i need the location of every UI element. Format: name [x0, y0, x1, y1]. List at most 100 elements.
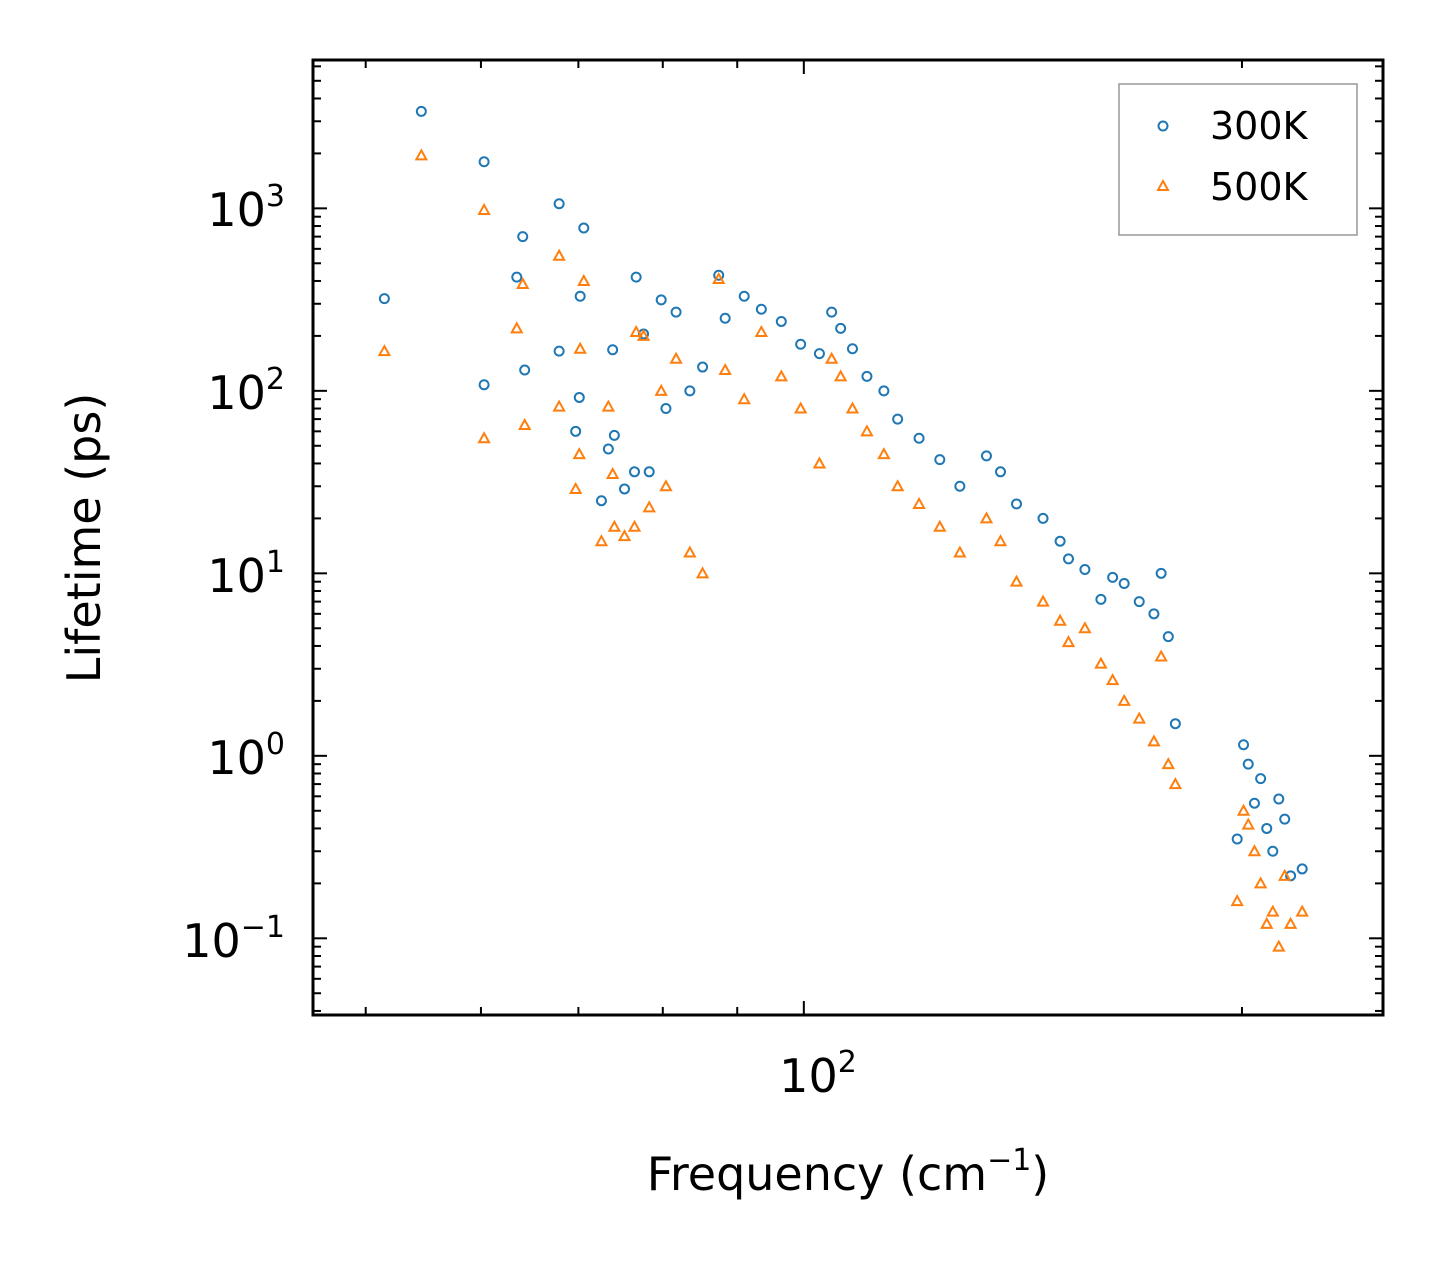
point-300K: [519, 364, 531, 376]
point-500K: [617, 529, 632, 542]
point-300K: [1037, 512, 1049, 524]
point-300K: [1079, 563, 1091, 575]
point-500K: [1272, 939, 1286, 952]
point-300K: [697, 361, 709, 373]
plot-frame: [311, 58, 1385, 1017]
point-300K: [660, 403, 672, 415]
point-300K: [1095, 593, 1107, 605]
point-500K: [1161, 757, 1175, 770]
point-500K: [552, 399, 566, 412]
point-300K: [738, 290, 750, 302]
point-500K: [1053, 613, 1067, 626]
point-300K: [670, 306, 682, 318]
point-500K: [1168, 777, 1183, 790]
point-500K: [877, 447, 891, 460]
point-500K: [636, 328, 651, 341]
y-axis-title: Lifetime (ps): [57, 393, 111, 684]
point-500K: [890, 479, 905, 492]
point-500K: [573, 341, 587, 354]
point-300K: [517, 231, 529, 243]
x-axis-title: Frequency (cm−1): [647, 1143, 1050, 1201]
point-500K: [477, 431, 491, 444]
point-300K: [1273, 793, 1285, 805]
point-500K: [601, 399, 616, 412]
point-500K: [669, 351, 683, 364]
data-points: [377, 105, 1309, 952]
point-300K: [553, 198, 565, 210]
point-300K: [1231, 833, 1243, 845]
point-500K: [737, 392, 751, 405]
point-300K: [574, 290, 586, 302]
point-300K: [1155, 567, 1167, 579]
point-300K: [1248, 797, 1260, 809]
point-300K: [995, 466, 1007, 478]
point-500K: [377, 344, 392, 357]
point-300K: [578, 222, 590, 234]
point-300K: [553, 345, 565, 357]
point-300K: [892, 413, 904, 425]
point-500K: [642, 500, 656, 513]
point-500K: [953, 545, 967, 558]
point-500K: [979, 511, 994, 524]
point-300K: [719, 312, 731, 324]
point-500K: [594, 534, 609, 547]
point-300K: [826, 306, 838, 318]
point-300K: [861, 370, 873, 382]
point-500K: [860, 424, 874, 437]
point-300K: [713, 269, 725, 281]
legend-marker-300k: [1157, 120, 1169, 132]
y-tick-label-10: 101: [207, 545, 285, 603]
point-500K: [1132, 711, 1146, 724]
point-300K: [878, 385, 890, 397]
point-500K: [812, 456, 827, 469]
point-500K: [1278, 868, 1292, 881]
legend-label-300k: 300K: [1210, 104, 1309, 148]
point-500K: [1117, 693, 1131, 706]
point-300K: [602, 443, 614, 455]
point-300K: [954, 480, 966, 492]
point-300K: [1011, 498, 1023, 510]
point-300K: [570, 425, 582, 437]
point-300K: [1148, 608, 1160, 620]
legend-marker-500k: [1156, 178, 1170, 191]
point-500K: [629, 324, 643, 338]
point-300K: [655, 294, 667, 306]
point-300K: [835, 322, 847, 334]
point-500K: [477, 202, 491, 215]
series-500K: [377, 148, 1309, 952]
point-500K: [1036, 594, 1050, 607]
point-300K: [478, 156, 490, 168]
point-300K: [913, 432, 925, 444]
y-tick-label-1000: 103: [207, 179, 285, 237]
y-tick-label-0.1: 10−1: [182, 910, 285, 968]
point-300K: [980, 450, 992, 462]
legend-box: [1118, 83, 1358, 236]
point-500K: [1236, 803, 1251, 816]
legend-label-500k: 500K: [1210, 165, 1309, 209]
point-500K: [718, 362, 732, 376]
point-500K: [568, 481, 583, 494]
point-300K: [1107, 571, 1119, 583]
point-300K: [415, 105, 427, 117]
point-300K: [1118, 577, 1130, 589]
point-300K: [478, 379, 490, 391]
point-300K: [630, 271, 642, 283]
point-500K: [1147, 734, 1161, 747]
point-300K: [1255, 773, 1267, 785]
point-500K: [627, 519, 642, 532]
point-500K: [517, 417, 532, 430]
point-300K: [607, 344, 619, 356]
point-300K: [813, 348, 825, 360]
point-500K: [414, 148, 429, 161]
point-300K: [775, 315, 787, 327]
point-500K: [659, 479, 673, 492]
point-500K: [552, 248, 566, 261]
point-500K: [712, 271, 726, 285]
point-500K: [845, 401, 860, 414]
point-500K: [654, 383, 668, 396]
point-500K: [605, 466, 620, 480]
point-500K: [1260, 916, 1274, 929]
point-500K: [516, 276, 530, 289]
point-300K: [1054, 535, 1066, 547]
